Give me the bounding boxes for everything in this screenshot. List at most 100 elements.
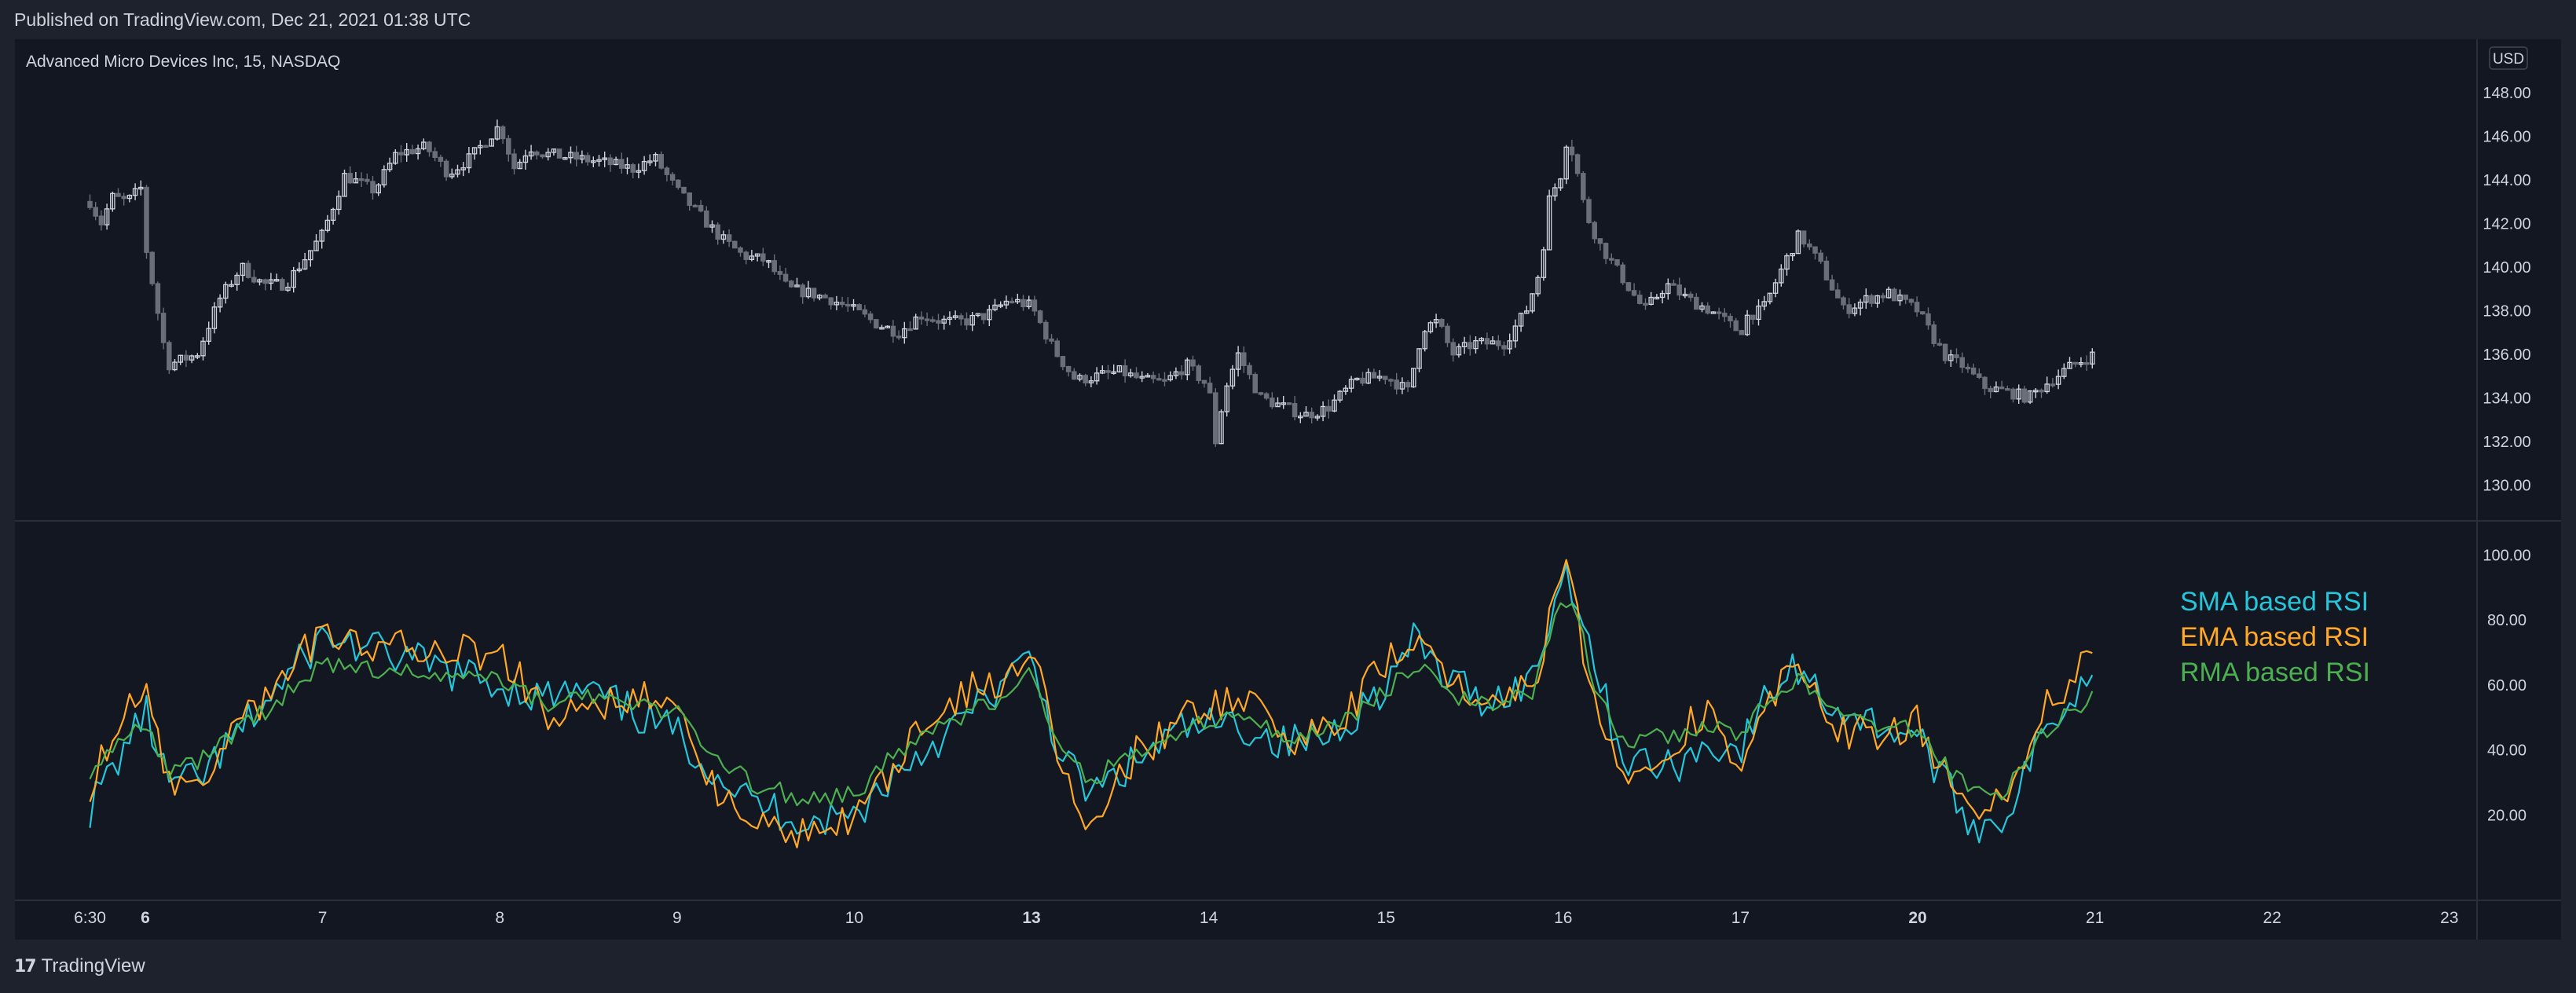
- candle-body: [1094, 372, 1100, 382]
- rsi-legend: SMA based RSI EMA based RSI RMA based RSI: [2180, 587, 2370, 687]
- candle-body: [828, 297, 834, 306]
- legend-entry: RMA based RSI: [2180, 658, 2370, 687]
- time-tick-label: 16: [1554, 909, 1572, 927]
- candle-body: [494, 126, 500, 140]
- candle-body: [313, 240, 319, 251]
- candle-body: [1903, 294, 1908, 300]
- candle-body: [715, 224, 720, 240]
- candle-body: [398, 152, 404, 156]
- candle-body: [1744, 314, 1750, 335]
- candle-body: [704, 210, 709, 228]
- candle-body: [1722, 313, 1728, 317]
- price-tick-label: 136.00: [2483, 346, 2530, 364]
- candle-body: [1332, 399, 1337, 412]
- candle-body: [1897, 294, 1903, 302]
- time-tick-label: 6: [141, 909, 150, 927]
- candle-body: [1880, 295, 1886, 299]
- candle-body: [1360, 377, 1365, 384]
- candle-body: [845, 303, 851, 307]
- candle-body: [1365, 372, 1371, 384]
- candle-body: [1411, 368, 1416, 388]
- price-tick-label: 130.00: [2483, 477, 2530, 494]
- candle-body: [856, 304, 862, 310]
- rsi-series-0[interactable]: [89, 562, 2094, 844]
- candle-body: [1105, 370, 1111, 373]
- candle-body: [1060, 356, 1066, 368]
- candle-body: [556, 148, 562, 159]
- candle-body: [1450, 342, 1456, 356]
- candle-body: [947, 317, 953, 321]
- candle-body: [1501, 345, 1507, 350]
- candle-body: [1959, 357, 1965, 368]
- candle-body: [1654, 296, 1660, 300]
- candle-body: [415, 148, 421, 155]
- candle-body: [1761, 301, 1767, 307]
- candle-body: [1852, 307, 1858, 314]
- candle-body: [189, 355, 195, 361]
- candle-body: [251, 277, 257, 283]
- candle-body: [1422, 331, 1427, 350]
- candle-body: [777, 270, 783, 275]
- candle-body: [1439, 319, 1445, 327]
- candle-body: [619, 159, 625, 169]
- rsi-tick-label: 80.00: [2487, 612, 2527, 629]
- legend-entry: EMA based RSI: [2180, 622, 2369, 652]
- price-tick-label: 134.00: [2483, 390, 2530, 407]
- candle-body: [506, 137, 511, 155]
- candle-body: [1270, 398, 1275, 408]
- rsi-series-2[interactable]: [89, 602, 2094, 807]
- candle-body: [2078, 362, 2084, 365]
- candle-body: [958, 315, 964, 320]
- chart-frame[interactable]: Advanced Micro Devices Inc, 15, NASDAQ U…: [15, 39, 2561, 940]
- candle-body: [1970, 367, 1977, 375]
- candle-body: [330, 208, 336, 222]
- currency-badge[interactable]: [2489, 46, 2528, 70]
- candle-body: [1767, 292, 1773, 302]
- candle-body: [890, 325, 896, 337]
- candle-body: [1167, 375, 1173, 381]
- rsi-lines: [89, 559, 2094, 848]
- candle-body: [636, 170, 642, 173]
- candle-body: [291, 269, 296, 288]
- candle-body: [483, 145, 489, 148]
- candle-body: [641, 160, 647, 171]
- candle-body: [455, 169, 460, 175]
- candle-body: [562, 157, 568, 160]
- candle-body: [217, 297, 223, 308]
- tradingview-brand[interactable]: 17 TradingView: [14, 955, 145, 977]
- rsi-series-1[interactable]: [89, 559, 2093, 848]
- candle-body: [2050, 383, 2056, 387]
- candle-body: [172, 361, 178, 371]
- candle-body: [625, 164, 630, 169]
- candle-body: [1993, 387, 1999, 393]
- rsi-tick-label: 100.00: [2483, 548, 2530, 565]
- candle-body: [1021, 299, 1026, 307]
- candle-body: [1779, 268, 1784, 284]
- candle-body: [1982, 376, 1988, 390]
- candle-body: [104, 208, 110, 225]
- candle-body: [1388, 379, 1394, 382]
- candle-body: [1213, 392, 1218, 445]
- candle-body: [1326, 405, 1332, 412]
- candle-body: [1874, 295, 1880, 304]
- candle-body: [720, 234, 727, 240]
- candle-body: [1433, 319, 1439, 324]
- candle-body: [93, 207, 98, 217]
- chart-svg[interactable]: Advanced Micro Devices Inc, 15, NASDAQ U…: [15, 39, 2561, 940]
- price-tick-label: 142.00: [2483, 215, 2530, 233]
- candle-body: [1518, 313, 1524, 327]
- candle-body: [936, 320, 941, 324]
- candle-body: [1150, 375, 1156, 379]
- candle-body: [1648, 296, 1654, 305]
- candle-body: [687, 192, 692, 207]
- candle-body: [489, 138, 494, 147]
- candle-body: [834, 302, 840, 306]
- candle-body: [1128, 372, 1134, 377]
- candle-body: [1818, 252, 1823, 262]
- time-tick-label: 8: [495, 909, 504, 927]
- candle-body: [1574, 154, 1581, 174]
- candle-body: [647, 160, 653, 163]
- candle-body: [517, 161, 522, 170]
- candle-body: [500, 126, 506, 140]
- candle-body: [427, 141, 432, 152]
